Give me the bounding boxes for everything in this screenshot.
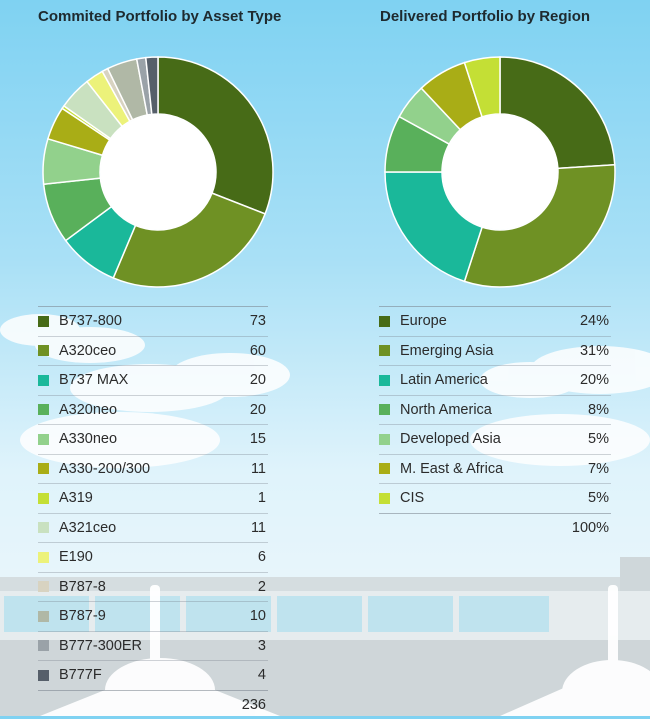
legend-label: B737-800: [59, 313, 250, 329]
legend-value: 11: [251, 461, 268, 477]
legend-swatch: [379, 345, 390, 356]
legend-label: Developed Asia: [400, 431, 588, 447]
legend-label: A330-200/300: [59, 461, 251, 477]
legend-swatch: [379, 493, 390, 504]
region-donut-chart: [380, 52, 620, 292]
donut-hole: [101, 115, 216, 230]
legend-swatch: [379, 375, 390, 386]
legend-value: 4: [258, 667, 268, 683]
legend-label: B787-9: [59, 608, 250, 624]
legend-label: B777F: [59, 667, 258, 683]
legend-value: 20%: [580, 372, 611, 388]
legend-label: A330neo: [59, 431, 250, 447]
legend-swatch: [38, 552, 49, 563]
legend-swatch: [38, 581, 49, 592]
donut-hole: [443, 115, 558, 230]
legend-label: A319: [59, 490, 258, 506]
asset-type-chart-title: Commited Portfolio by Asset Type: [38, 8, 281, 25]
legend-swatch: [38, 345, 49, 356]
legend-total-row: 236: [38, 690, 268, 719]
legend-label: B787-8: [59, 579, 258, 595]
legend-swatch: [379, 463, 390, 474]
legend-total-row: 100%: [379, 513, 611, 543]
legend-swatch: [379, 404, 390, 415]
legend-swatch: [379, 434, 390, 445]
legend-value: 1: [258, 490, 268, 506]
legend-label: Latin America: [400, 372, 580, 388]
legend-label: Emerging Asia: [400, 343, 580, 359]
legend-value: 20: [250, 402, 268, 418]
asset-type-donut-chart: [38, 52, 278, 292]
legend-value: 15: [250, 431, 268, 447]
legend-swatch: [38, 670, 49, 681]
legend-swatch: [379, 316, 390, 327]
legend-label: M. East & Africa: [400, 461, 588, 477]
legend-label: B777-300ER: [59, 638, 258, 654]
legend-value: 5%: [588, 490, 611, 506]
legend-value: 73: [250, 313, 268, 329]
legend-label: A320ceo: [59, 343, 250, 359]
legend-label: CIS: [400, 490, 588, 506]
legend-label: Europe: [400, 313, 580, 329]
legend-value: 20: [250, 372, 268, 388]
legend-value: 11: [251, 520, 268, 536]
legend-swatch: [38, 493, 49, 504]
legend-swatch: [38, 375, 49, 386]
legend-value: 3: [258, 638, 268, 654]
legend-value: 7%: [588, 461, 611, 477]
legend-total-value: 100%: [572, 520, 611, 536]
legend-swatch: [38, 463, 49, 474]
legend-value: 60: [250, 343, 268, 359]
legend-swatch: [38, 316, 49, 327]
legend-value: 10: [250, 608, 268, 624]
legend-label: A320neo: [59, 402, 250, 418]
legend-swatch: [38, 434, 49, 445]
legend-label: E190: [59, 549, 258, 565]
region-chart-title: Delivered Portfolio by Region: [380, 8, 590, 25]
legend-value: 24%: [580, 313, 611, 329]
legend-label: North America: [400, 402, 588, 418]
legend-value: 8%: [588, 402, 611, 418]
legend-value: 6: [258, 549, 268, 565]
legend-total-value: 236: [242, 697, 268, 713]
legend-swatch: [38, 404, 49, 415]
legend-value: 2: [258, 579, 268, 595]
legend-swatch: [38, 522, 49, 533]
legend-value: 31%: [580, 343, 611, 359]
legend-value: 5%: [588, 431, 611, 447]
legend-label: A321ceo: [59, 520, 251, 536]
legend-label: B737 MAX: [59, 372, 250, 388]
legend-swatch: [38, 611, 49, 622]
legend-swatch: [38, 640, 49, 651]
